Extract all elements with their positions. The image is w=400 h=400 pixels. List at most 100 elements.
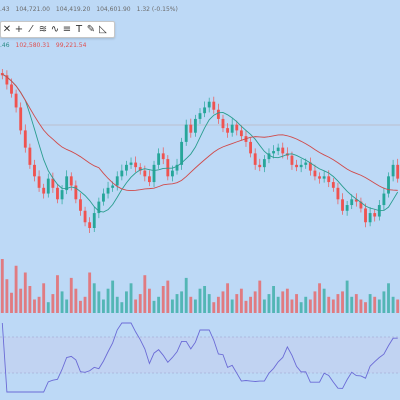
- volume-bar: [239, 288, 243, 313]
- volume-bar: [304, 296, 308, 313]
- volume-bar: [37, 296, 41, 313]
- candle-body: [152, 164, 156, 183]
- volume-bar: [120, 302, 124, 313]
- candle-body: [313, 170, 317, 177]
- volume-bar: [23, 272, 27, 313]
- volume-bar: [203, 286, 207, 313]
- candle-body: [368, 213, 372, 223]
- crosshair-tool-icon[interactable]: +: [14, 24, 24, 35]
- volume-bar: [102, 299, 105, 313]
- candle-body: [382, 193, 386, 206]
- candle-body: [33, 164, 36, 177]
- candle-body: [129, 162, 133, 165]
- volume-bar: [216, 296, 220, 313]
- drawing-toolbar: ✕ + ⁄ ≋ ∿ ≡ T ✎ ◺: [0, 21, 115, 38]
- candle-body: [106, 187, 110, 194]
- candle-body: [318, 176, 321, 179]
- volume-bar: [341, 291, 344, 313]
- volume-bar: [267, 294, 271, 313]
- candle-body: [125, 164, 128, 171]
- volume-bar: [230, 299, 234, 313]
- measure-tool-icon[interactable]: ◺: [99, 24, 107, 35]
- candle-body: [262, 159, 266, 168]
- candle-body: [359, 201, 363, 209]
- fib-tool-icon[interactable]: ≡: [62, 24, 72, 35]
- candle-body: [249, 141, 252, 154]
- volume-bar: [331, 299, 335, 313]
- volume-bar: [345, 280, 349, 313]
- ma-fast-line: [2, 73, 399, 213]
- candle-body: [28, 147, 32, 165]
- rsi-line: [1, 322, 398, 393]
- candle-body: [239, 130, 243, 137]
- volume-bar: [5, 279, 9, 313]
- candle-body: [304, 162, 308, 165]
- rsi-pane[interactable]: [0, 315, 400, 400]
- brush-tool-icon[interactable]: ✎: [86, 24, 96, 35]
- candle-body: [69, 176, 73, 186]
- candle-body: [290, 155, 294, 165]
- price-pane[interactable]: [0, 55, 400, 305]
- volume-bar: [166, 280, 170, 313]
- line-tool-icon[interactable]: ⁄: [30, 24, 32, 35]
- volume-bar: [65, 299, 69, 313]
- volume-bar: [336, 294, 340, 313]
- candle-body: [83, 210, 87, 223]
- volume-bar: [14, 265, 18, 313]
- pattern-tool-icon[interactable]: ∿: [50, 24, 60, 35]
- channel-tool-icon[interactable]: ≋: [38, 24, 48, 35]
- volume-bar: [125, 291, 128, 313]
- candle-body: [308, 162, 312, 171]
- volume-bar: [318, 283, 321, 313]
- candle-body: [276, 147, 280, 152]
- candle-body: [92, 213, 96, 228]
- ohlc-high: 104,419.20: [55, 5, 91, 13]
- close-tool-icon[interactable]: ✕: [2, 24, 12, 35]
- candle-body: [281, 147, 285, 154]
- candle-body: [161, 153, 165, 160]
- volume-bar: [111, 280, 115, 313]
- volume-bar: [143, 275, 147, 313]
- candle-body: [102, 193, 105, 202]
- candle-body: [253, 153, 257, 165]
- candle-body: [327, 176, 331, 183]
- candle-body: [180, 141, 184, 165]
- candle-body: [79, 199, 82, 211]
- volume-pane[interactable]: [0, 255, 400, 313]
- ma2-value: 102,580.31: [15, 42, 50, 49]
- volume-bar: [290, 299, 294, 313]
- volume-bar: [46, 302, 50, 313]
- volume-bar: [152, 300, 156, 313]
- volume-bar: [364, 302, 367, 313]
- volume-bar: [19, 288, 23, 313]
- volume-bar: [69, 277, 73, 313]
- volume-bar: [56, 275, 59, 313]
- volume-bar: [373, 296, 377, 313]
- candle-body: [56, 187, 59, 200]
- volume-bar: [396, 299, 400, 313]
- volume-bar: [184, 277, 188, 313]
- candle-body: [226, 128, 230, 133]
- volume-bar: [272, 286, 275, 313]
- volume-bar: [359, 299, 363, 313]
- ohlc-low: 104,601.90: [96, 5, 131, 13]
- candle-body: [111, 185, 115, 188]
- candle-body: [170, 170, 174, 177]
- volume-bar: [198, 288, 202, 313]
- volume-bar: [97, 291, 101, 313]
- candle-body: [51, 178, 55, 188]
- candle-body: [299, 164, 303, 168]
- candle-body: [138, 167, 142, 171]
- ma1-value: .46: [0, 42, 10, 49]
- candle-body: [120, 170, 124, 177]
- candle-body: [198, 113, 202, 119]
- text-tool-icon[interactable]: T: [75, 24, 83, 35]
- volume-bar: [33, 299, 36, 313]
- volume-bar: [235, 294, 239, 313]
- volume-bar: [221, 291, 225, 313]
- volume-bar: [354, 294, 358, 313]
- volume-bar: [281, 291, 285, 313]
- volume-bar: [285, 288, 289, 313]
- candle-body: [97, 201, 101, 214]
- candle-body: [387, 176, 390, 194]
